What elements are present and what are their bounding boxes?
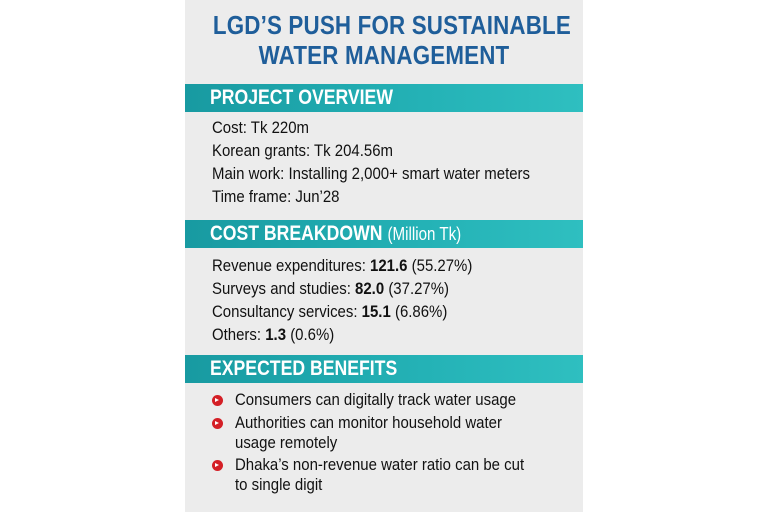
- benefit-item: Dhaka’s non-revenue water ratio can be c…: [235, 455, 524, 495]
- cost-row: Consultancy services: 15.1 (6.86%): [212, 301, 447, 323]
- benefits-heading: EXPECTED BENEFITS: [210, 357, 398, 380]
- benefit-line: usage remotely: [235, 433, 338, 452]
- benefit-item: Authorities can monitor household water …: [235, 413, 502, 453]
- cost-value: 15.1: [361, 302, 391, 321]
- cost-pct: (6.86%): [394, 302, 448, 321]
- cost-pct: (55.27%): [411, 256, 473, 275]
- benefit-line: Dhaka’s non-revenue water ratio can be c…: [235, 455, 525, 474]
- cost-heading: COST BREAKDOWN: [210, 222, 383, 245]
- infographic-title: LGD’S PUSH FOR SUSTAINABLE WATER MANAGEM…: [212, 10, 571, 70]
- cost-row: Revenue expenditures: 121.6 (55.27%): [212, 255, 472, 277]
- overview-item: Korean grants: Tk 204.56m: [212, 141, 394, 160]
- cost-unit: (Million Tk): [387, 224, 462, 244]
- cost-pct: (0.6%): [290, 325, 335, 344]
- cost-label: Surveys and studies:: [212, 279, 351, 298]
- section-header-overview: PROJECT OVERVIEW: [185, 84, 583, 112]
- benefit-line: Authorities can monitor household water: [235, 413, 502, 432]
- cost-value: 1.3: [265, 325, 287, 344]
- cost-value: 82.0: [355, 279, 385, 298]
- arrow-bullet-icon: [212, 395, 223, 406]
- title-line-2: WATER MANAGEMENT: [258, 40, 510, 70]
- cost-pct: (37.27%): [388, 279, 450, 298]
- infographic-card: LGD’S PUSH FOR SUSTAINABLE WATER MANAGEM…: [185, 0, 583, 512]
- section-header-benefits: EXPECTED BENEFITS: [185, 355, 583, 383]
- benefit-line: Consumers can digitally track water usag…: [235, 390, 517, 409]
- title-line-1: LGD’S PUSH FOR SUSTAINABLE: [212, 10, 571, 40]
- cost-row: Surveys and studies: 82.0 (37.27%): [212, 278, 449, 300]
- arrow-bullet-icon: [212, 418, 223, 429]
- cost-heading-wrap: COST BREAKDOWN (Million Tk): [210, 222, 461, 246]
- cost-value: 121.6: [370, 256, 408, 275]
- cost-label: Others:: [212, 325, 262, 344]
- cost-label: Revenue expenditures:: [212, 256, 366, 275]
- benefit-line: to single digit: [235, 475, 323, 494]
- overview-item: Main work: Installing 2,000+ smart water…: [212, 164, 531, 183]
- benefit-item: Consumers can digitally track water usag…: [235, 390, 516, 410]
- arrow-bullet-icon: [212, 460, 223, 471]
- cost-row: Others: 1.3 (0.6%): [212, 324, 334, 346]
- overview-item: Cost: Tk 220m: [212, 118, 310, 137]
- overview-item: Time frame: Jun’28: [212, 187, 340, 206]
- overview-heading: PROJECT OVERVIEW: [210, 86, 393, 109]
- cost-label: Consultancy services:: [212, 302, 358, 321]
- section-header-cost: COST BREAKDOWN (Million Tk): [185, 220, 583, 248]
